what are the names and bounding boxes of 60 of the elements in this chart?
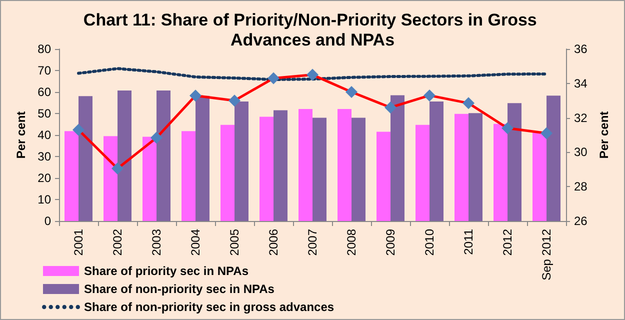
bar — [508, 103, 522, 221]
bar — [78, 96, 92, 221]
bar — [104, 136, 118, 221]
x-tick-label: 2007 — [306, 228, 320, 256]
y2-tick-label: 28 — [574, 180, 588, 194]
bar — [454, 114, 468, 221]
y-tick-label: 70 — [38, 64, 52, 78]
bar — [352, 118, 366, 221]
y-tick-label: 30 — [38, 150, 52, 164]
x-tick-label: 2001 — [72, 228, 86, 256]
x-tick-label: 2006 — [266, 228, 280, 256]
bar — [118, 90, 132, 221]
bar — [468, 113, 482, 221]
legend-label: Share of non-priority sec in NPAs — [84, 282, 275, 296]
y-tick-label: 0 — [44, 214, 52, 228]
bar — [156, 90, 170, 221]
x-tick-label: 2008 — [344, 228, 358, 256]
x-tick-label: 2011 — [462, 228, 476, 255]
bar — [220, 124, 234, 221]
legend-label: Share of priority sec in NPAs — [84, 264, 249, 278]
bar — [196, 96, 210, 221]
x-tick-label: 2005 — [228, 228, 242, 256]
bar — [338, 108, 352, 221]
y2-tick-label: 34 — [574, 76, 588, 90]
bar — [376, 132, 390, 221]
bar — [260, 116, 274, 221]
y-tick-label: 20 — [38, 171, 52, 185]
bar — [182, 131, 196, 221]
y2-tick-label: 26 — [574, 214, 588, 228]
y-tick-label: 50 — [38, 106, 52, 120]
bar — [416, 124, 430, 221]
x-tick-label: 2010 — [422, 228, 436, 256]
bar — [64, 131, 78, 221]
x-tick-label: 2002 — [110, 228, 124, 256]
y-tick-label: 60 — [38, 85, 52, 99]
y2-tick-label: 30 — [574, 145, 588, 160]
bar — [390, 95, 404, 221]
x-tick-label: 2009 — [384, 228, 398, 256]
legend-label: Share of non-priority sec in gross advances — [84, 300, 334, 314]
y-tick-label: 10 — [38, 192, 52, 206]
bar — [494, 124, 508, 221]
bar — [234, 101, 248, 221]
x-tick-label: 2003 — [150, 228, 164, 256]
bar — [142, 136, 156, 221]
x-tick-label: 2004 — [188, 228, 202, 256]
x-tick-label: 2012 — [500, 228, 514, 256]
y2-tick-label: 32 — [574, 110, 588, 125]
bar — [312, 118, 326, 221]
chart-title: Chart 11: Share of Priority/Non-Priority Sectors in Gross Advances and NPAs — [83, 10, 542, 50]
y2-tick-label: 36 — [574, 42, 588, 56]
x-tick-label: Sep 2012 — [540, 228, 554, 280]
y-tick-label: 40 — [38, 128, 52, 142]
bar — [532, 132, 546, 221]
bar — [546, 96, 560, 221]
bar — [274, 110, 288, 221]
y-axis-title: Per cent — [14, 111, 28, 159]
y-tick-label: 80 — [38, 42, 52, 56]
bar — [430, 101, 444, 221]
bar — [298, 108, 312, 221]
y2-axis-title: Per cent — [597, 111, 612, 159]
